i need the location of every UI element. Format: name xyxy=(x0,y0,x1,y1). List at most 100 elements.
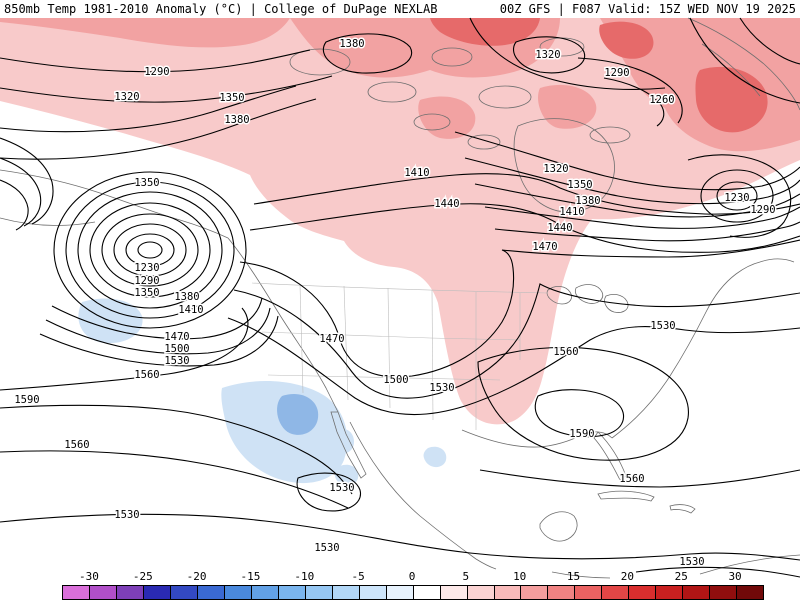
contour-line xyxy=(249,203,800,253)
contour-line xyxy=(464,157,800,205)
contour-label: 1530 xyxy=(679,556,704,568)
contour-label: 1290 xyxy=(604,67,629,79)
contour-line xyxy=(227,317,800,415)
contour-label: 1290 xyxy=(144,66,169,78)
contour-label: 1410 xyxy=(404,167,429,179)
contour-line xyxy=(89,202,211,298)
model-valid-time: 00Z GFS | F087 Valid: 15Z WED NOV 19 202… xyxy=(499,2,796,16)
contour-line xyxy=(484,206,800,229)
contour-line xyxy=(45,307,271,355)
contour-line xyxy=(689,17,800,104)
colorbar-segment xyxy=(224,586,252,599)
contour-line xyxy=(454,131,800,191)
contour-label: 1410 xyxy=(178,304,203,316)
coastline xyxy=(431,289,434,421)
contour-label: 1470 xyxy=(532,241,557,253)
contour-label: 1320 xyxy=(114,91,139,103)
warm-anomaly-region xyxy=(0,18,290,48)
warm-anomaly-region xyxy=(430,18,540,46)
coastline xyxy=(546,286,572,305)
contour-label: 1230 xyxy=(724,192,749,204)
coastline xyxy=(461,429,613,448)
contour-label: 1320 xyxy=(535,49,560,61)
anomaly-colorbar xyxy=(62,585,764,600)
colorbar-segment xyxy=(332,586,360,599)
contour-label: 1380 xyxy=(224,114,249,126)
coastline xyxy=(0,169,229,239)
coastline xyxy=(227,237,339,413)
colorbar-segment xyxy=(656,586,684,599)
coastline xyxy=(387,287,391,409)
colorbar-segment xyxy=(170,586,198,599)
cold-anomaly-region xyxy=(330,428,354,454)
contour-line xyxy=(534,389,625,438)
contour-label: 1560 xyxy=(553,346,578,358)
colorbar-segment xyxy=(359,586,387,599)
coastline xyxy=(551,571,611,579)
contour-line xyxy=(577,57,683,124)
contour-line xyxy=(687,154,792,238)
contour-label: 1560 xyxy=(619,473,644,485)
contour-label: 1380 xyxy=(339,38,364,50)
contour-line xyxy=(296,472,361,512)
contour-line xyxy=(0,179,29,231)
colorbar-segment xyxy=(710,586,738,599)
contour-label: 1290 xyxy=(134,275,159,287)
colorbar-segment xyxy=(737,586,764,599)
contour-line xyxy=(513,36,586,74)
contour-line xyxy=(479,469,800,488)
contour-label: 1530 xyxy=(329,482,354,494)
coastline xyxy=(597,490,655,502)
coastline xyxy=(539,511,578,542)
contour-label: 1440 xyxy=(434,198,459,210)
warm-anomaly-region xyxy=(599,21,654,59)
contour-label: 1470 xyxy=(164,331,189,343)
contour-label: 1530 xyxy=(429,382,454,394)
coastline xyxy=(251,282,549,294)
colorbar-segment xyxy=(629,586,657,599)
contour-label: 1470 xyxy=(319,333,344,345)
coastline xyxy=(604,294,629,313)
contour-line xyxy=(322,33,413,74)
colorbar-segment xyxy=(63,586,90,599)
contour-line xyxy=(474,183,800,218)
contour-label-layer: 1380 1290 1320 1320 1350 1380 1290 1260 1350 1410… xyxy=(13,37,777,570)
contour-line xyxy=(0,75,333,103)
contour-line xyxy=(739,17,800,65)
contour-line xyxy=(0,85,297,133)
contour-line xyxy=(0,450,349,509)
contour-line xyxy=(716,181,758,211)
contour-label: 1350 xyxy=(567,179,592,191)
contour-line xyxy=(477,346,689,461)
coastline xyxy=(759,258,795,263)
colorbar-segment xyxy=(89,586,117,599)
colorbar-segment xyxy=(602,586,630,599)
coastline xyxy=(669,504,696,514)
colorbar-segment xyxy=(575,586,603,599)
contour-label: 1290 xyxy=(750,204,775,216)
colorbar-segment xyxy=(413,586,441,599)
contour-line xyxy=(101,213,199,287)
coastline xyxy=(699,554,800,575)
contour-line xyxy=(0,49,311,73)
contour-line xyxy=(635,566,800,578)
coastline xyxy=(589,126,631,144)
contour-label: 1440 xyxy=(547,222,572,234)
coastline xyxy=(478,85,532,109)
coastline xyxy=(467,134,501,150)
contour-line xyxy=(65,181,235,319)
contour-line xyxy=(603,77,665,127)
warm-anomaly-region xyxy=(0,18,800,425)
coastline xyxy=(349,421,497,570)
contour-label: 1500 xyxy=(164,343,189,355)
colorbar-segment xyxy=(494,586,522,599)
coastline xyxy=(343,285,349,401)
contour-label: 1530 xyxy=(114,509,139,521)
colorbar-segment xyxy=(440,586,468,599)
height-contours xyxy=(0,17,800,578)
colorbar-segment xyxy=(683,586,711,599)
contour-label: 1410 xyxy=(559,206,584,218)
contour-line xyxy=(239,239,800,378)
